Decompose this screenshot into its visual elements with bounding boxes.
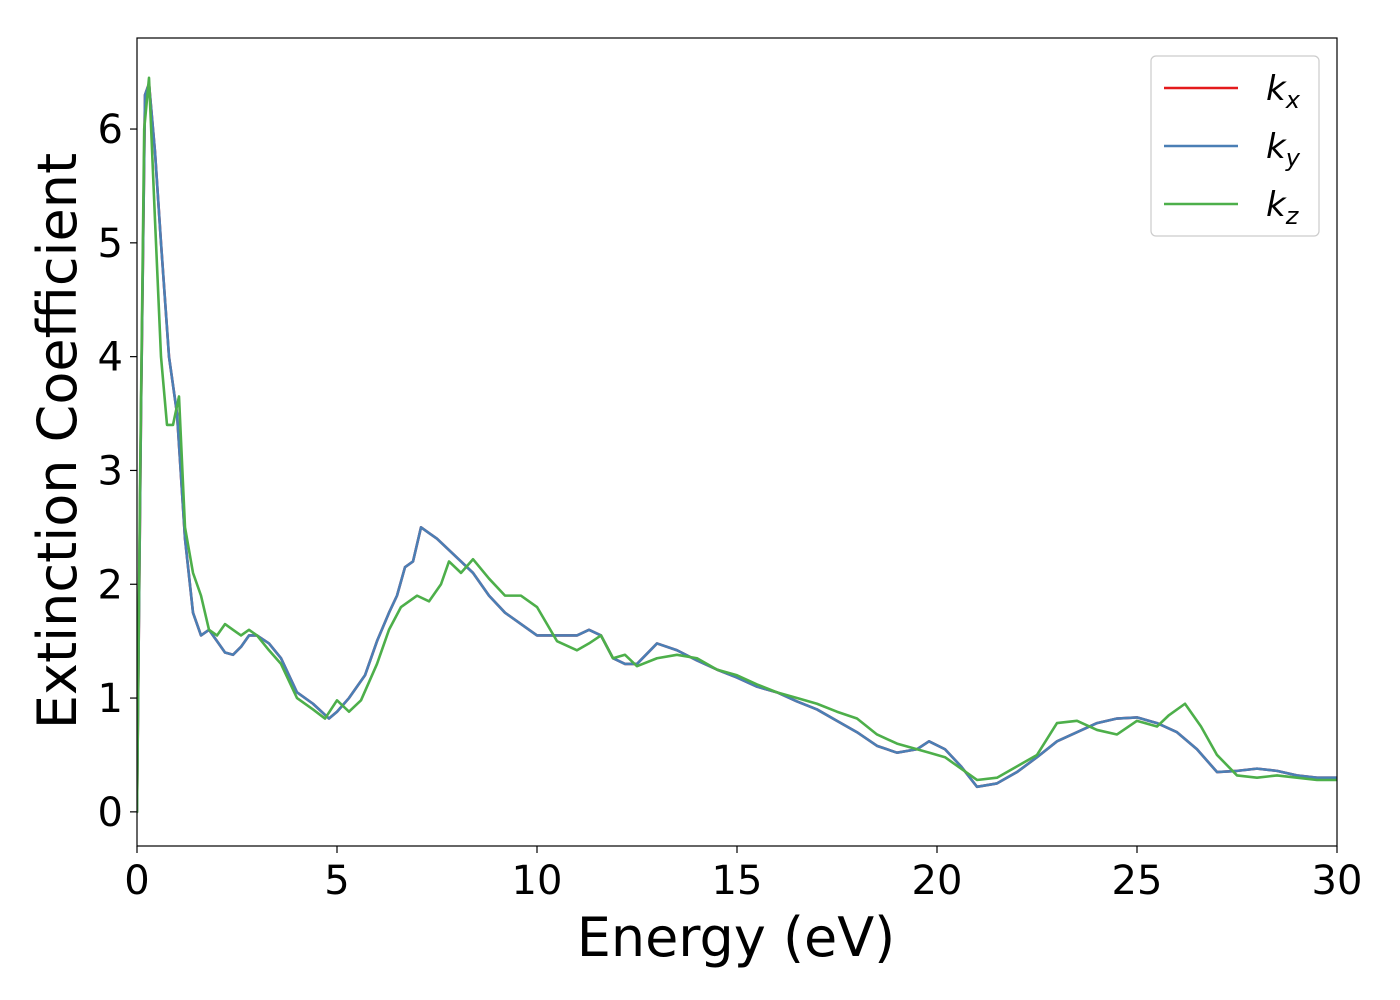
x-tick-label: 20	[912, 858, 963, 904]
legend: kx ky kz	[1150, 55, 1320, 237]
y-tick-label: 4	[98, 335, 123, 381]
legend-label-z: kz	[1266, 185, 1300, 230]
series-line-y	[137, 82, 1337, 814]
x-tick-label: 0	[124, 858, 149, 904]
legend-label-x: kx	[1266, 69, 1301, 114]
x-tick-label: 30	[1312, 858, 1363, 904]
y-tick-label: 5	[98, 221, 123, 267]
y-axis-ticks: 0 1 2 3 4 5 6	[98, 107, 137, 836]
y-tick-label: 6	[98, 107, 123, 153]
series-line-z	[137, 76, 1337, 814]
y-tick-label: 3	[98, 448, 123, 494]
x-axis-ticks: 0 5 10 15 20 25 30	[124, 846, 1362, 904]
series-lines	[137, 76, 1337, 814]
x-tick-label: 5	[324, 858, 349, 904]
y-tick-label: 0	[98, 790, 123, 836]
x-tick-label: 10	[512, 858, 563, 904]
x-axis-title: Energy (eV)	[577, 906, 896, 969]
x-tick-label: 25	[1112, 858, 1163, 904]
y-tick-label: 1	[98, 676, 123, 722]
y-axis-title: Extinction Coefficient	[26, 153, 89, 729]
y-tick-label: 2	[98, 562, 123, 608]
x-tick-label: 15	[712, 858, 763, 904]
legend-label-y: ky	[1266, 127, 1301, 172]
